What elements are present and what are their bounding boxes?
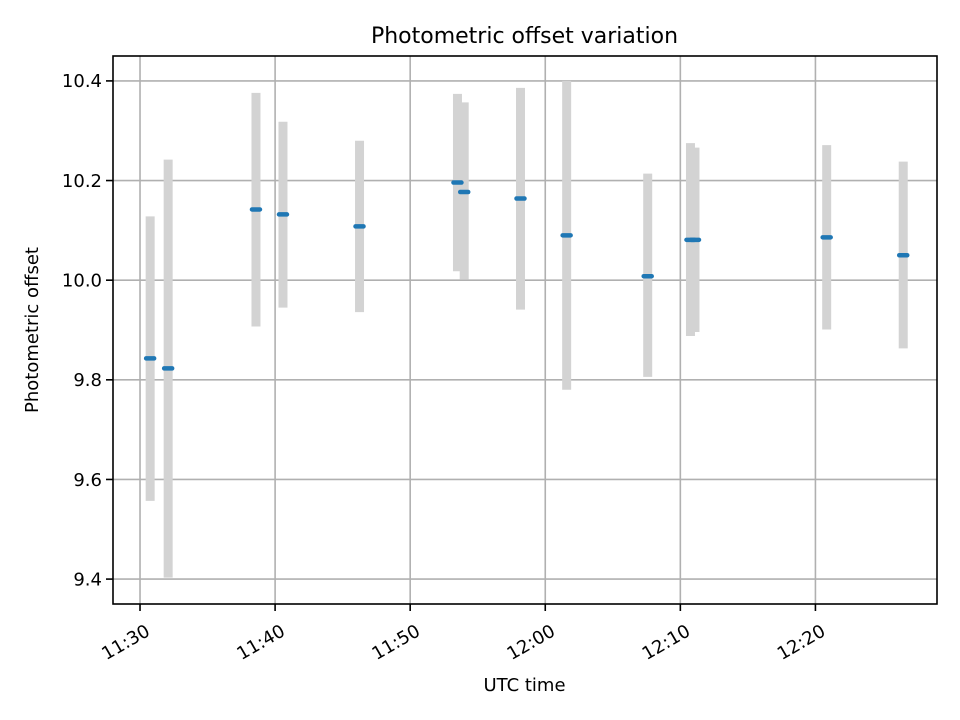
- y-tick-label: 9.8: [73, 370, 102, 391]
- grid-lines: [113, 56, 937, 604]
- y-tick-label: 10.0: [62, 270, 102, 291]
- plot-frame: [112, 55, 938, 605]
- y-tick-label: 9.4: [73, 569, 102, 590]
- y-axis-label: Photometric offset: [22, 247, 43, 413]
- data-points: [143, 180, 910, 371]
- y-axis: 9.4 9.6 9.8 10.0 10.2 10.4: [62, 71, 113, 590]
- chart-title: Photometric offset variation: [371, 24, 678, 49]
- x-axis-label: UTC time: [483, 675, 565, 696]
- y-tick-label: 10.2: [62, 171, 102, 192]
- y-tick-label: 10.4: [62, 71, 102, 92]
- y-tick-label: 9.6: [73, 470, 102, 491]
